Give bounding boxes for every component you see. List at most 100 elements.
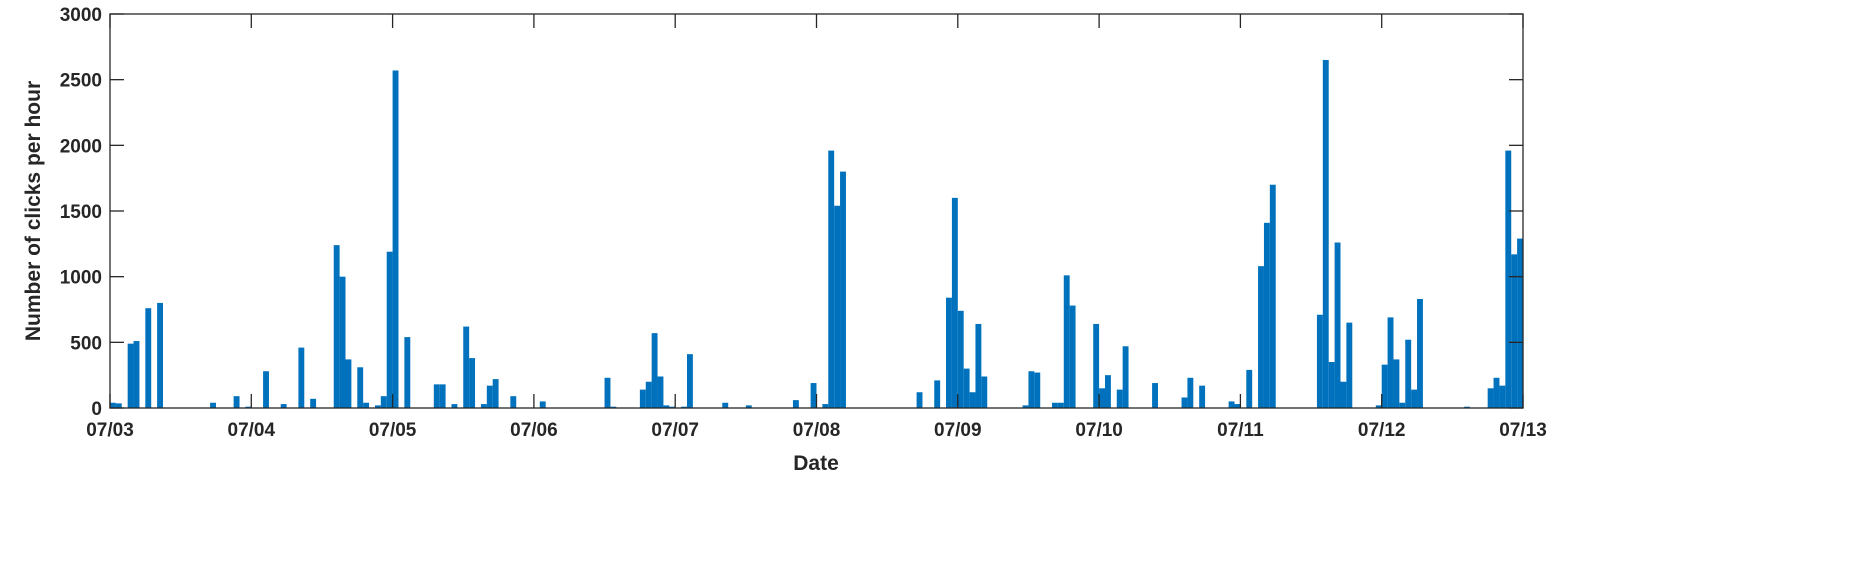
bar (263, 371, 269, 408)
bar (245, 406, 252, 408)
y-tick-label: 2500 (60, 71, 102, 92)
bar (1322, 59, 1329, 408)
bar (110, 402, 116, 408)
bar (1328, 362, 1335, 408)
bar (651, 333, 658, 408)
bar (1511, 254, 1518, 408)
bar (975, 323, 982, 408)
bar (669, 406, 676, 408)
bar (363, 402, 370, 408)
bar (280, 404, 287, 408)
bar (604, 377, 611, 408)
bar (1104, 375, 1111, 408)
x-tick-label: 07/07 (651, 420, 699, 441)
bar (333, 245, 340, 408)
y-tick-label: 3000 (60, 5, 102, 26)
x-tick-label: 07/11 (1217, 420, 1264, 441)
bar (657, 376, 664, 408)
bar (686, 354, 693, 408)
bar (1034, 372, 1041, 408)
y-tick-label: 1500 (60, 202, 102, 223)
bar (127, 343, 134, 408)
bar (298, 347, 305, 408)
bar (1028, 371, 1035, 408)
bar (1375, 405, 1382, 408)
bar (792, 400, 799, 408)
y-axis-label: Number of clicks per hour (22, 81, 45, 341)
bar (233, 396, 240, 408)
bar (145, 308, 152, 408)
x-tick-label: 07/10 (1075, 420, 1123, 441)
x-tick-label: 07/05 (369, 420, 417, 441)
bar (639, 389, 646, 408)
bar (463, 326, 470, 408)
bar (1263, 222, 1270, 408)
bar (1381, 364, 1388, 408)
bar (439, 384, 446, 408)
bar (1199, 385, 1206, 408)
bar (810, 383, 817, 408)
bar (722, 402, 729, 408)
bar (1487, 388, 1494, 408)
bar (539, 401, 546, 408)
bar (1057, 402, 1064, 408)
bar (1405, 339, 1412, 408)
bar (492, 379, 499, 408)
bars (110, 59, 1523, 408)
bar (1116, 389, 1123, 408)
bar (1316, 314, 1323, 408)
bar (1411, 389, 1418, 408)
bar (981, 376, 988, 408)
bar (1346, 322, 1353, 408)
bar (386, 251, 393, 408)
bar (663, 405, 670, 408)
x-tick-label: 07/12 (1358, 420, 1406, 441)
bar (1417, 298, 1423, 408)
bar (840, 171, 846, 408)
bar (1505, 150, 1512, 408)
bar (486, 385, 493, 408)
bar (510, 396, 517, 408)
bar (1069, 305, 1076, 408)
bar (1334, 242, 1341, 408)
bar (963, 368, 970, 408)
bar (469, 358, 476, 408)
bar (834, 205, 841, 408)
bar (1093, 323, 1100, 408)
x-tick-label: 07/04 (228, 420, 276, 441)
bar (392, 70, 399, 408)
y-tick-label: 500 (70, 333, 102, 354)
bar (610, 406, 617, 408)
bar (374, 405, 381, 408)
bar (210, 402, 216, 408)
bar (745, 405, 752, 408)
bar (380, 396, 387, 408)
bar (1269, 184, 1276, 408)
bar (969, 392, 976, 408)
bar (822, 404, 829, 408)
bar (934, 380, 941, 408)
bar (1464, 406, 1471, 408)
bar (1228, 401, 1235, 408)
bar (957, 310, 964, 408)
bar (1052, 402, 1058, 408)
y-tick-label: 2000 (60, 136, 102, 157)
ticks: 0 500 1000 1500 2000 2500 3000 07/03 07/04 07/05 0… (60, 5, 1547, 441)
x-tick-label: 07/08 (793, 420, 841, 441)
bar (133, 341, 140, 408)
bar (345, 359, 352, 408)
bar (1246, 369, 1253, 408)
bar (1517, 238, 1523, 408)
bar (451, 404, 458, 408)
bar (1340, 381, 1347, 408)
bar (404, 337, 411, 408)
bar (1152, 383, 1158, 408)
bar (1099, 388, 1105, 408)
y-tick-label: 0 (91, 399, 102, 420)
bar (310, 398, 317, 408)
bar (433, 384, 440, 408)
bar (1387, 317, 1394, 408)
bar (1234, 404, 1241, 408)
bar (1122, 346, 1129, 408)
